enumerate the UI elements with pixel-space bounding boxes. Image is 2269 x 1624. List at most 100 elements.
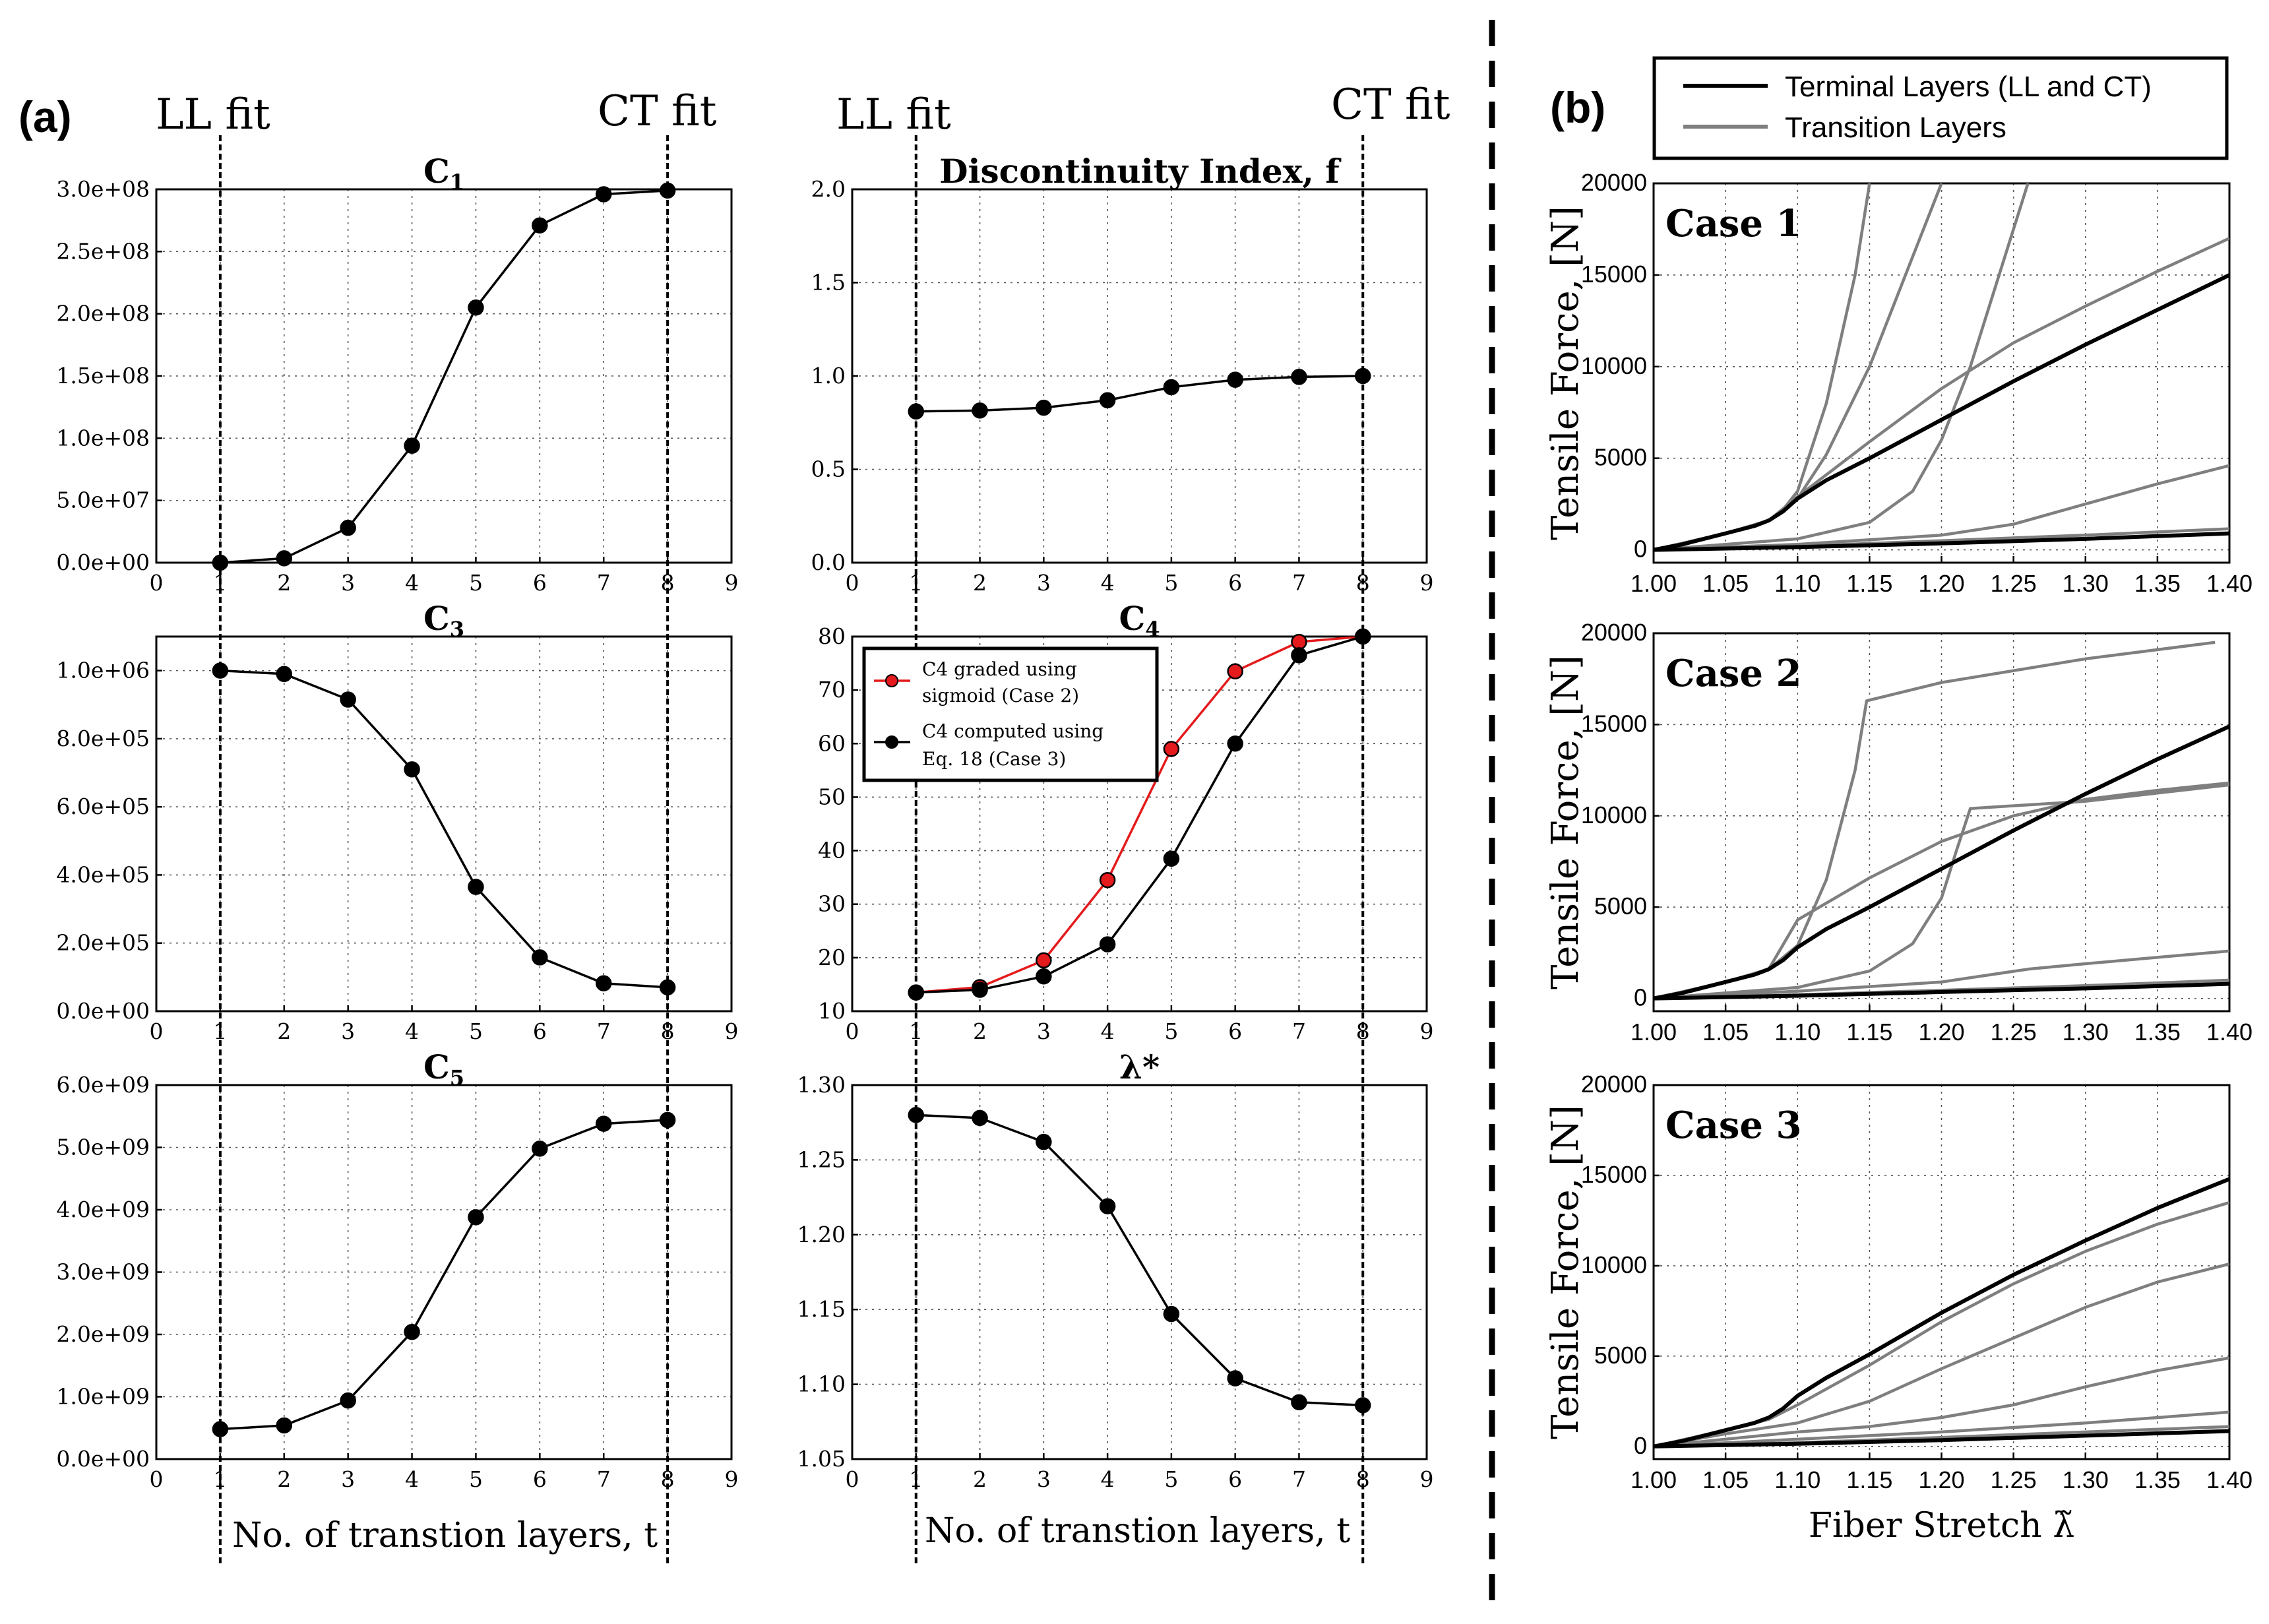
- axes-frame: [851, 188, 1428, 564]
- x-tick-label: 2: [277, 1018, 291, 1044]
- series-line: [1654, 1356, 2229, 1449]
- x-tick-label: 4: [1101, 570, 1115, 596]
- chart-case1: 1.00 1.05 1.10 1.15 1.20 1.25 1.30 1.35 1.40 0 500…: [1544, 169, 2253, 597]
- x-tick-label: 6: [1228, 570, 1242, 596]
- data-point: [1099, 871, 1116, 889]
- y-tick-label: 4.0e+05: [56, 861, 150, 887]
- series-line: [916, 1113, 1363, 1407]
- chart-title: C3: [423, 599, 464, 642]
- y-tick-label: 15000: [1581, 261, 1647, 288]
- series-line: [220, 189, 668, 563]
- panel-a-label: (a): [18, 92, 72, 141]
- data-point: [1291, 369, 1307, 385]
- x-tick-label: 1.30: [2063, 1018, 2109, 1046]
- series-line: [1654, 724, 2229, 1001]
- x-tick-label: 7: [597, 1466, 611, 1492]
- ct-fit-label-right: CT fit: [1331, 80, 1450, 129]
- y-tick-label: 0.0: [811, 549, 846, 575]
- data-point: [276, 550, 293, 567]
- data-point: [972, 982, 988, 998]
- y-tick-label: 2.0e+08: [56, 301, 150, 327]
- chart-title: C5: [423, 1047, 464, 1090]
- data-point: [972, 1109, 988, 1127]
- y-tick-label: 6.0e+05: [56, 794, 150, 819]
- chart-case2: 1.00 1.05 1.10 1.15 1.20 1.25 1.30 1.35 1.40 0 500…: [1544, 619, 2253, 1046]
- x-tick-label: 2: [973, 1466, 987, 1492]
- y-tick-label: 0: [1634, 984, 1647, 1011]
- legend-c4-red-text-1: C4 graded using: [922, 658, 1077, 680]
- y-tick-label: 6.0e+09: [56, 1072, 150, 1098]
- y-axis-label: Tensile Force, [N]: [1544, 206, 1587, 540]
- chart-C1: 01234567890.0e+005.0e+071.0e+081.5e+082.…: [56, 152, 738, 596]
- x-tick-label: 9: [725, 1466, 739, 1492]
- x-tick-label: 6: [533, 1018, 547, 1044]
- x-tick-label: 7: [1292, 1466, 1306, 1492]
- data-point: [1036, 952, 1052, 969]
- y-tick-label: 1.20: [797, 1222, 846, 1247]
- y-tick-label: 0: [1634, 1432, 1647, 1459]
- x-tick-label: 0: [846, 570, 859, 596]
- ll-fit-label-left: LL fit: [156, 90, 270, 139]
- data-point: [404, 437, 420, 454]
- x-tick-label: 6: [1228, 1018, 1242, 1044]
- x-tick-label: 1.20: [1918, 1466, 1964, 1493]
- series-line: [1654, 1429, 2229, 1449]
- data-point: [468, 879, 484, 895]
- axes-frame: [155, 1084, 733, 1460]
- y-tick-label: 70: [818, 677, 846, 703]
- legend-c4-box: [862, 646, 1159, 782]
- legend-c4-black-text-1: C4 computed using: [922, 720, 1103, 742]
- data-point: [532, 949, 548, 966]
- x-tick-label: 1.00: [1631, 1018, 1677, 1046]
- x-tick-label: 1.35: [2134, 1018, 2181, 1046]
- data-point: [404, 761, 420, 778]
- data-point: [340, 691, 356, 708]
- data-point: [1099, 392, 1116, 409]
- legend-c4-black-text-2: Eq. 18 (Case 3): [922, 748, 1066, 770]
- x-tick-label: 5: [1164, 570, 1178, 596]
- y-tick-label: 20000: [1581, 169, 1647, 196]
- x-tick-label: 9: [1420, 1466, 1434, 1492]
- x-tick-label: 3: [1037, 1466, 1051, 1492]
- x-tick-label: 1.20: [1918, 570, 1964, 597]
- x-tick-label: 7: [1292, 1018, 1306, 1044]
- legend-transition: Transition Layers: [1785, 111, 2006, 144]
- data-point: [404, 1323, 420, 1340]
- x-tick-label: 1.20: [1918, 1018, 1964, 1046]
- y-tick-label: 10000: [1581, 801, 1647, 828]
- x-tick-label: 1.40: [2206, 570, 2253, 597]
- y-tick-label: 3.0e+08: [56, 176, 150, 202]
- y-tick-label: 0.5: [811, 456, 846, 482]
- x-tick-label: 0: [150, 570, 164, 596]
- data-point: [276, 1417, 293, 1434]
- y-tick-label: 50: [818, 784, 846, 809]
- series-line: [1654, 783, 2229, 1000]
- series-line: [220, 1119, 668, 1431]
- x-tick-label: 1.35: [2134, 570, 2181, 597]
- x-tick-label: 1.15: [1846, 1018, 1892, 1046]
- x-axis-label-left: No. of transtion layers, t: [232, 1516, 658, 1555]
- x-tick-label: 3: [1037, 570, 1051, 596]
- data-point: [1036, 399, 1052, 416]
- x-tick-label: 1.25: [1991, 570, 2037, 597]
- y-tick-label: 2.0: [811, 176, 846, 202]
- x-tick-label: 2: [973, 1018, 987, 1044]
- x-tick-label: 1.05: [1702, 570, 1749, 597]
- data-point: [1291, 633, 1307, 650]
- data-point: [1099, 936, 1116, 953]
- case-title: Case 2: [1665, 652, 1801, 695]
- x-axis-label: Fiber Stretch λ̃: [1809, 1506, 2074, 1546]
- y-tick-label: 15000: [1581, 1161, 1647, 1188]
- ct-fit-label-left: CT fit: [598, 87, 717, 136]
- x-tick-label: 1.05: [1702, 1018, 1749, 1046]
- y-tick-label: 2.5e+08: [56, 238, 150, 264]
- data-point: [468, 1209, 484, 1226]
- x-tick-label: 5: [469, 1018, 483, 1044]
- y-tick-label: 1.5e+08: [56, 363, 150, 389]
- case-title: Case 1: [1665, 202, 1801, 245]
- x-tick-label: 5: [469, 570, 483, 596]
- x-tick-label: 3: [1037, 1018, 1051, 1044]
- series-line: [1654, 640, 2216, 1000]
- x-tick-label: 3: [341, 1466, 355, 1492]
- y-axis-label: Tensile Force, [N]: [1544, 655, 1587, 989]
